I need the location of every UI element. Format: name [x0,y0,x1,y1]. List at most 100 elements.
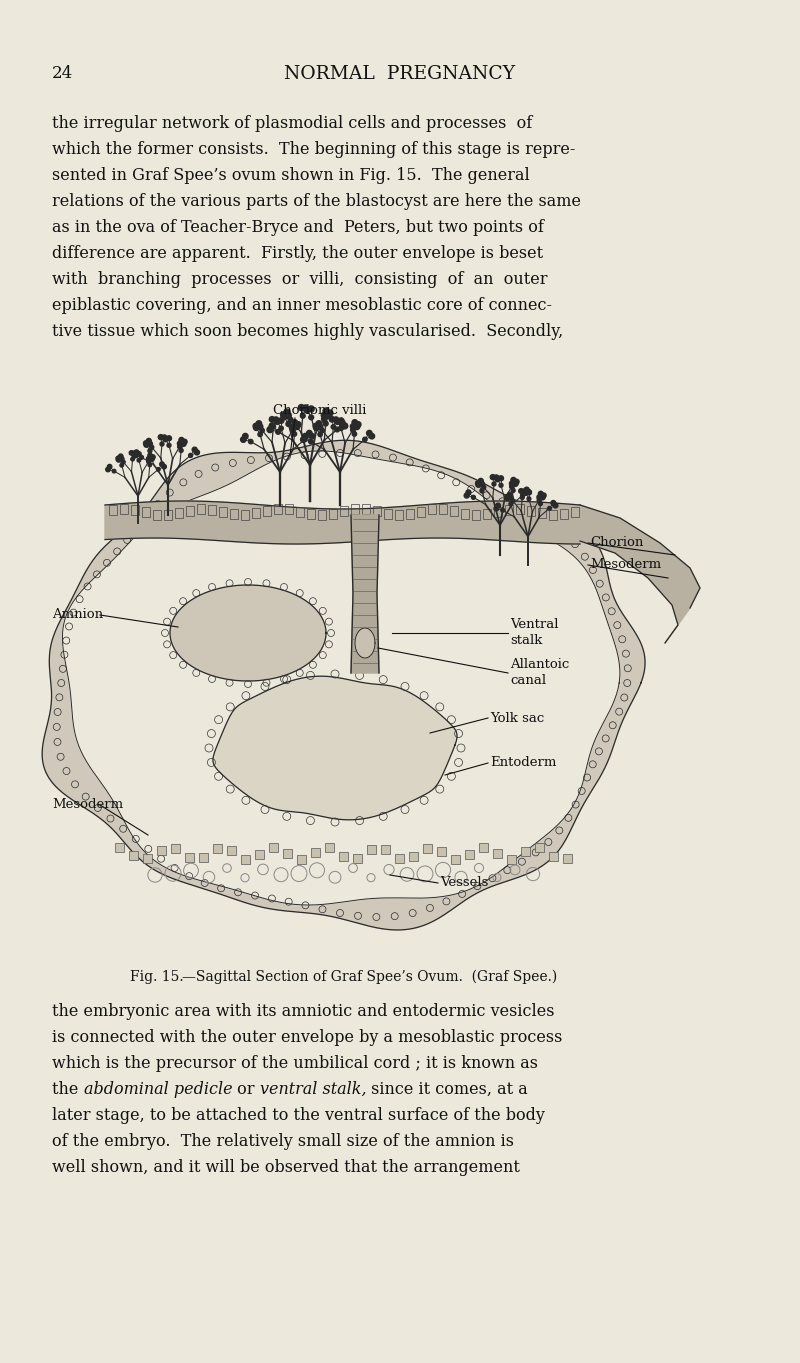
Text: is connected with the outer envelope by a mesoblastic process: is connected with the outer envelope by … [52,1029,562,1045]
Bar [340,506,348,517]
Bar [527,506,535,515]
Circle shape [495,477,500,481]
Circle shape [320,428,324,432]
Circle shape [242,433,248,439]
Circle shape [181,442,186,446]
Circle shape [323,408,329,414]
Bar [197,504,205,514]
Circle shape [492,483,496,487]
Circle shape [271,425,275,429]
Bar [318,510,326,521]
Circle shape [292,432,297,436]
Bar [157,845,166,855]
Bar [461,508,469,518]
Bar [171,845,180,853]
Bar [252,508,260,518]
Circle shape [479,481,485,487]
Bar [186,506,194,515]
Circle shape [290,424,296,429]
Bar [483,510,491,519]
Polygon shape [355,628,375,658]
Text: 24: 24 [52,65,74,82]
Circle shape [162,435,167,440]
Circle shape [288,417,293,423]
Circle shape [520,496,524,499]
Bar [274,504,282,514]
Circle shape [150,457,154,461]
Bar [373,506,381,517]
Circle shape [501,508,505,512]
Circle shape [179,448,183,453]
Circle shape [309,433,314,439]
Circle shape [162,465,166,469]
Circle shape [106,468,110,472]
Bar [219,507,227,517]
Circle shape [511,488,515,492]
Circle shape [192,447,197,453]
Circle shape [494,506,498,511]
Text: which is the precursor of the umbilical cord ; it is known as: which is the precursor of the umbilical … [52,1055,538,1073]
Polygon shape [62,451,620,905]
Circle shape [267,427,273,432]
Text: with  branching  processes  or  villi,  consisting  of  an  outer: with branching processes or villi, consi… [52,271,547,288]
Circle shape [553,503,558,508]
Circle shape [194,450,199,455]
Text: Vessels: Vessels [440,876,488,890]
Polygon shape [213,676,457,819]
Circle shape [510,499,514,503]
Circle shape [294,424,300,429]
Circle shape [146,457,151,461]
Text: difference are apparent.  Firstly, the outer envelope is beset: difference are apparent. Firstly, the ou… [52,245,543,262]
Circle shape [507,492,512,497]
Bar [269,844,278,852]
Circle shape [466,489,471,495]
Bar [535,844,544,852]
Text: abdominal pedicle: abdominal pedicle [83,1081,232,1099]
Circle shape [146,459,150,463]
Circle shape [355,421,361,427]
Circle shape [352,432,357,436]
Circle shape [518,488,523,493]
Circle shape [490,474,495,480]
Circle shape [130,458,134,461]
Bar [395,510,403,521]
Bar [311,848,320,857]
Circle shape [137,451,141,457]
Circle shape [342,423,348,429]
Circle shape [300,413,305,418]
Text: of the embryo.  The relatively small size of the amnion is: of the embryo. The relatively small size… [52,1133,514,1150]
Bar [560,510,568,519]
Circle shape [279,427,283,431]
Circle shape [284,409,290,416]
Circle shape [510,481,514,487]
Text: well shown, and it will be observed that the arrangement: well shown, and it will be observed that… [52,1159,520,1176]
Circle shape [179,438,184,443]
Polygon shape [580,506,700,643]
Circle shape [130,451,134,455]
Circle shape [318,424,323,429]
Bar [450,506,458,517]
Circle shape [509,502,513,506]
Circle shape [134,453,138,457]
Bar [120,504,128,514]
Circle shape [146,439,151,443]
Circle shape [499,484,503,488]
Circle shape [526,489,531,495]
Bar [381,845,390,853]
Circle shape [269,423,275,429]
Bar [507,855,516,864]
Circle shape [256,421,262,427]
Text: epiblastic covering, and an inner mesoblastic core of connec-: epiblastic covering, and an inner mesobl… [52,297,552,313]
Circle shape [139,455,143,459]
Circle shape [494,474,499,480]
Text: Chorion: Chorion [590,537,643,549]
Text: or: or [232,1081,260,1099]
Circle shape [338,418,344,424]
Text: Yolk sac: Yolk sac [490,711,544,725]
Bar [549,852,558,861]
Circle shape [475,481,481,485]
Circle shape [150,455,155,459]
Circle shape [160,442,164,446]
Circle shape [254,425,259,431]
Bar [479,842,488,852]
